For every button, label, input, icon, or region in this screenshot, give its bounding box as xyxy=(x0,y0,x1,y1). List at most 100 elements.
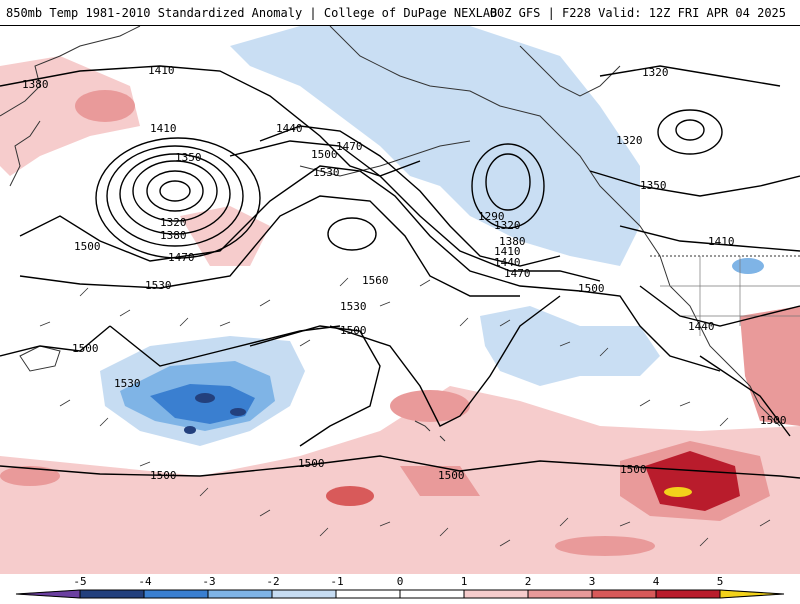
anomaly-red-nw-core xyxy=(75,90,135,122)
contour-label: 1530 xyxy=(313,166,340,179)
wind-barbs xyxy=(39,277,771,547)
contour-label: 1500 xyxy=(340,324,367,337)
contour-1500 xyxy=(19,165,721,372)
contour-label: 1500 xyxy=(578,282,605,295)
contour-label: 1470 xyxy=(504,267,531,280)
colorbar-swatch-pos3 xyxy=(591,589,657,599)
contour-label: 1560 xyxy=(362,274,389,287)
contour-low-center-4 xyxy=(119,153,231,235)
map-panel: 1380 1410 1410 1350 1320 1380 1470 1500 … xyxy=(0,26,800,574)
contour-low-center-3 xyxy=(132,160,218,222)
contour-labels: 1380 1410 1410 1350 1320 1380 1470 1500 … xyxy=(22,64,787,482)
anomaly-red-mexico xyxy=(740,306,800,426)
contour-1500-ne xyxy=(699,355,791,437)
colorbar-swatch-pos5 xyxy=(719,589,785,599)
contour-low-ak-1 xyxy=(485,153,531,211)
colorbar-tick-label: 2 xyxy=(525,575,532,588)
contour-label: 1440 xyxy=(688,320,715,333)
coastline-canada xyxy=(519,45,621,97)
contour-1350-ne xyxy=(589,170,800,197)
colorbar-tick-mark xyxy=(79,590,721,598)
header-bar: 850mb Temp 1981-2010 Standardized Anomal… xyxy=(0,0,800,26)
colorbar-tick-label: -2 xyxy=(266,575,279,588)
contour-label: 1500 xyxy=(72,342,99,355)
colorbar-tick-marks xyxy=(15,589,785,599)
colorbar-tick-label: 4 xyxy=(653,575,660,588)
contour-label: 1500 xyxy=(620,463,647,476)
contour-1320-ne xyxy=(599,65,781,87)
contour-1500-subtropic xyxy=(0,455,800,479)
contour-label: 1410 xyxy=(148,64,175,77)
contour-1530 xyxy=(19,195,520,297)
anomaly-blue-small-b xyxy=(732,258,764,274)
contour-low-center-6 xyxy=(95,137,261,259)
coastline-kamchatka xyxy=(9,120,41,187)
coastline-siberia xyxy=(0,26,141,117)
contour-label: 1500 xyxy=(74,240,101,253)
contour-label: 1410 xyxy=(708,235,735,248)
contour-1500-pacific xyxy=(329,295,561,427)
colorbar-outline xyxy=(15,589,785,599)
contour-1410-ne xyxy=(619,225,800,252)
contour-label: 1320 xyxy=(494,219,521,232)
contour-1410-north xyxy=(0,65,421,177)
colorbar-tick-label: -1 xyxy=(330,575,343,588)
anomaly-blue-pacific-max-c xyxy=(184,426,196,434)
contour-low-ak-2 xyxy=(471,143,545,229)
anomaly-red-south-d xyxy=(0,466,60,486)
contour-1440 xyxy=(259,125,561,267)
colorbar-swatch-pos4 xyxy=(655,589,721,599)
anomaly-red-center xyxy=(180,206,270,266)
contour-label: 1530 xyxy=(114,377,141,390)
colorbar-swatch-neg5 xyxy=(15,589,81,599)
contour-high-1560 xyxy=(327,217,377,251)
coastline-japan xyxy=(19,345,61,372)
contour-1500-west xyxy=(0,325,111,357)
contour-label: 1380 xyxy=(160,229,187,242)
coastline-hawaii xyxy=(414,420,446,442)
colorbar-canvas: -5 -4 -3 -2 -1 0 1 2 3 4 5 xyxy=(15,575,785,599)
colorbar-tick-label: -3 xyxy=(202,575,215,588)
contour-label: 1320 xyxy=(616,134,643,147)
coastline-aleutians xyxy=(299,140,471,177)
wind-barb xyxy=(39,277,771,547)
contour-label: 1500 xyxy=(150,469,177,482)
contour-label: 1500 xyxy=(438,469,465,482)
anomaly-blue-pacific-core xyxy=(150,384,255,424)
anomaly-red-subtropic xyxy=(0,386,800,574)
colorbar: -5 -4 -3 -2 -1 0 1 2 3 4 5 xyxy=(0,574,800,600)
negative-anomaly-shading xyxy=(100,26,764,509)
contour-label: 1380 xyxy=(499,235,526,248)
contour-1440-ne xyxy=(639,285,800,327)
contour-1470 xyxy=(229,140,601,282)
colorbar-tick-labels: -5 -4 -3 -2 -1 0 1 2 3 4 5 xyxy=(73,575,723,588)
contour-label: 1290 xyxy=(478,210,505,223)
contour-1500-mid xyxy=(249,325,381,447)
colorbar-tick-label: -4 xyxy=(138,575,152,588)
contour-label: 1410 xyxy=(494,245,521,258)
colorbar-tick-label: 0 xyxy=(397,575,404,588)
colorbar-tick-label: -5 xyxy=(73,575,86,588)
valid-time-title: 00Z GFS | F228 Valid: 12Z FRI APR 04 202… xyxy=(489,6,786,20)
contour-low-center-2 xyxy=(146,170,204,212)
contour-label: 1530 xyxy=(340,300,367,313)
map-canvas: 1380 1410 1410 1350 1320 1380 1470 1500 … xyxy=(0,26,800,574)
anomaly-yellow-max xyxy=(664,487,692,497)
height-contours xyxy=(0,65,800,479)
anomaly-blue-alaska xyxy=(230,26,640,266)
anomaly-red-hawaii xyxy=(400,466,480,496)
colorbar-tick-label: 3 xyxy=(589,575,596,588)
contour-label: 1440 xyxy=(494,256,521,269)
contour-low-center-1 xyxy=(159,180,191,202)
coastline-alaska xyxy=(329,26,781,427)
contour-label: 1410 xyxy=(150,122,177,135)
contour-low-ne-2 xyxy=(657,109,723,155)
colorbar-swatch-neg3 xyxy=(143,589,209,599)
contour-label: 1500 xyxy=(311,148,338,161)
contour-low-ne-1 xyxy=(675,119,705,141)
contour-label: 1500 xyxy=(298,457,325,470)
anomaly-red-east-core xyxy=(645,451,740,511)
coastlines xyxy=(0,26,800,442)
border-states xyxy=(660,256,800,336)
